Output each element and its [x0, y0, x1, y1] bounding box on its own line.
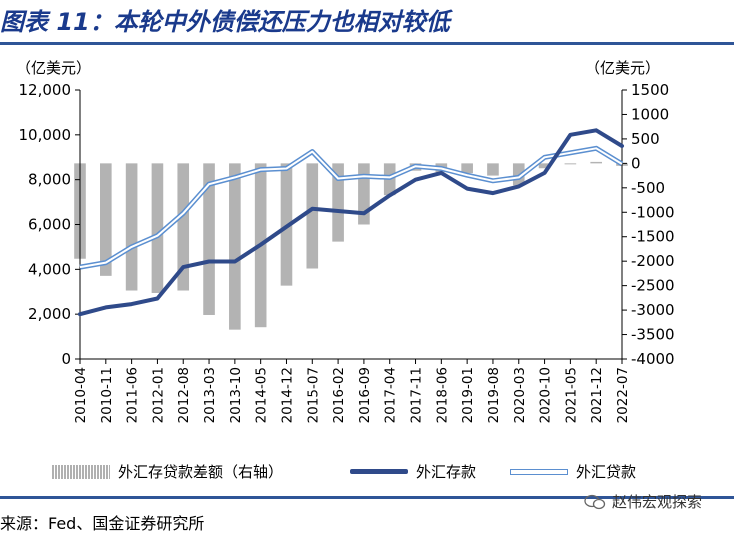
title-divider [0, 42, 734, 45]
x-tick-label: 2011-06 [125, 367, 141, 423]
right-tick-label: -3500 [631, 326, 675, 344]
difference-bar [487, 163, 499, 176]
difference-bar [100, 163, 112, 276]
right-tick-label: 1000 [631, 105, 669, 123]
x-tick-label: 2012-01 [150, 367, 166, 423]
left-tick-label: 12,000 [19, 81, 72, 99]
x-tick-label: 2016-09 [357, 367, 373, 423]
dual-axis-chart: 0 2,000 4,000 6,000 8,000 10,000 12,000 -4000 -3… [19, 81, 675, 423]
x-tick-label: 2020-03 [512, 367, 528, 423]
difference-bar [151, 163, 164, 293]
difference-bar [306, 163, 319, 269]
x-tick-label: 2013-10 [228, 367, 244, 423]
right-tick-label: -500 [631, 179, 665, 197]
difference-bar [125, 163, 138, 291]
right-axis-unit: （亿美元） [585, 59, 661, 77]
right-tick-label: 500 [631, 130, 660, 148]
deposits-line [78, 128, 624, 317]
series-lines [78, 128, 624, 317]
chart-legend: 外汇存贷款差额（右轴） 外汇存款 外汇贷款 [0, 461, 734, 485]
legend-swatch-loans [510, 468, 568, 475]
left-axis-unit: （亿美元） [16, 59, 92, 77]
difference-bar [332, 163, 344, 242]
legend-item-difference: 外汇存贷款差额（右轴） [52, 461, 283, 482]
difference-bar [590, 161, 602, 164]
x-tick-label: 2010-04 [73, 367, 89, 423]
right-tick-label: -3000 [631, 301, 675, 319]
source-note: 来源：Fed、国金证券研究所 [0, 514, 205, 533]
legend-swatch-deposits [350, 469, 408, 474]
left-tick-label: 10,000 [19, 126, 72, 144]
right-tick-label: -4000 [631, 350, 675, 368]
x-tick-label: 2022-07 [615, 367, 631, 423]
left-tick-label: 8,000 [28, 171, 71, 189]
x-tick-label: 2013-03 [202, 367, 218, 423]
difference-bar [203, 163, 215, 315]
x-tick-label: 2020-10 [538, 367, 554, 423]
difference-bar [564, 163, 577, 165]
difference-bar [177, 163, 190, 291]
difference-bar [358, 163, 370, 225]
legend-label-deposits: 外汇存款 [416, 463, 477, 481]
difference-bar [538, 163, 551, 169]
x-tick-label: 2017-11 [409, 367, 425, 423]
x-tick-label: 2014-12 [279, 367, 295, 423]
x-tick-label: 2015-07 [305, 367, 321, 423]
right-tick-label: -2500 [631, 277, 675, 295]
wechat-icon [584, 494, 606, 509]
right-tick-label: 0 [631, 154, 641, 172]
left-tick-label: 0 [61, 350, 71, 368]
x-tick-label: 2017-04 [383, 367, 399, 423]
x-tick-label: 2018-06 [434, 367, 450, 423]
right-tick-label: -2000 [631, 252, 675, 270]
x-tick-label: 2021-12 [589, 367, 605, 423]
legend-item-deposits: 外汇存款 [350, 461, 476, 482]
loans-line [79, 147, 623, 269]
x-tick-label: 2019-01 [460, 367, 476, 423]
chart-title: 图表 11：本轮中外债偿还压力也相对较低 [0, 8, 450, 36]
right-tick-label: 1500 [631, 81, 669, 99]
x-tick-label: 2014-05 [254, 367, 270, 423]
left-tick-label: 6,000 [28, 216, 71, 234]
legend-swatch-bars [52, 464, 110, 479]
x-tick-label: 2021-05 [563, 367, 579, 423]
difference-bar [461, 163, 473, 174]
watermark: 赵伟宏观探索 [584, 491, 702, 512]
legend-label-loans: 外汇贷款 [576, 463, 637, 481]
left-tick-label: 2,000 [28, 305, 71, 323]
difference-bars [74, 161, 628, 330]
legend-item-loans: 外汇贷款 [510, 461, 636, 482]
x-tick-label: 2019-08 [486, 367, 502, 423]
difference-bar [229, 163, 241, 330]
legend-label-difference: 外汇存贷款差额（右轴） [118, 463, 284, 481]
x-tick-label: 2012-08 [176, 367, 192, 423]
watermark-text: 赵伟宏观探索 [612, 493, 703, 511]
x-tick-label: 2010-11 [99, 367, 115, 423]
x-tick-label: 2016-02 [331, 367, 347, 423]
left-tick-label: 4,000 [28, 260, 71, 278]
right-tick-label: -1000 [631, 203, 675, 221]
right-tick-label: -1500 [631, 228, 675, 246]
footer-divider [0, 496, 734, 499]
tick-labels: 0 2,000 4,000 6,000 8,000 10,000 12,000 -4000 -3… [19, 81, 675, 423]
